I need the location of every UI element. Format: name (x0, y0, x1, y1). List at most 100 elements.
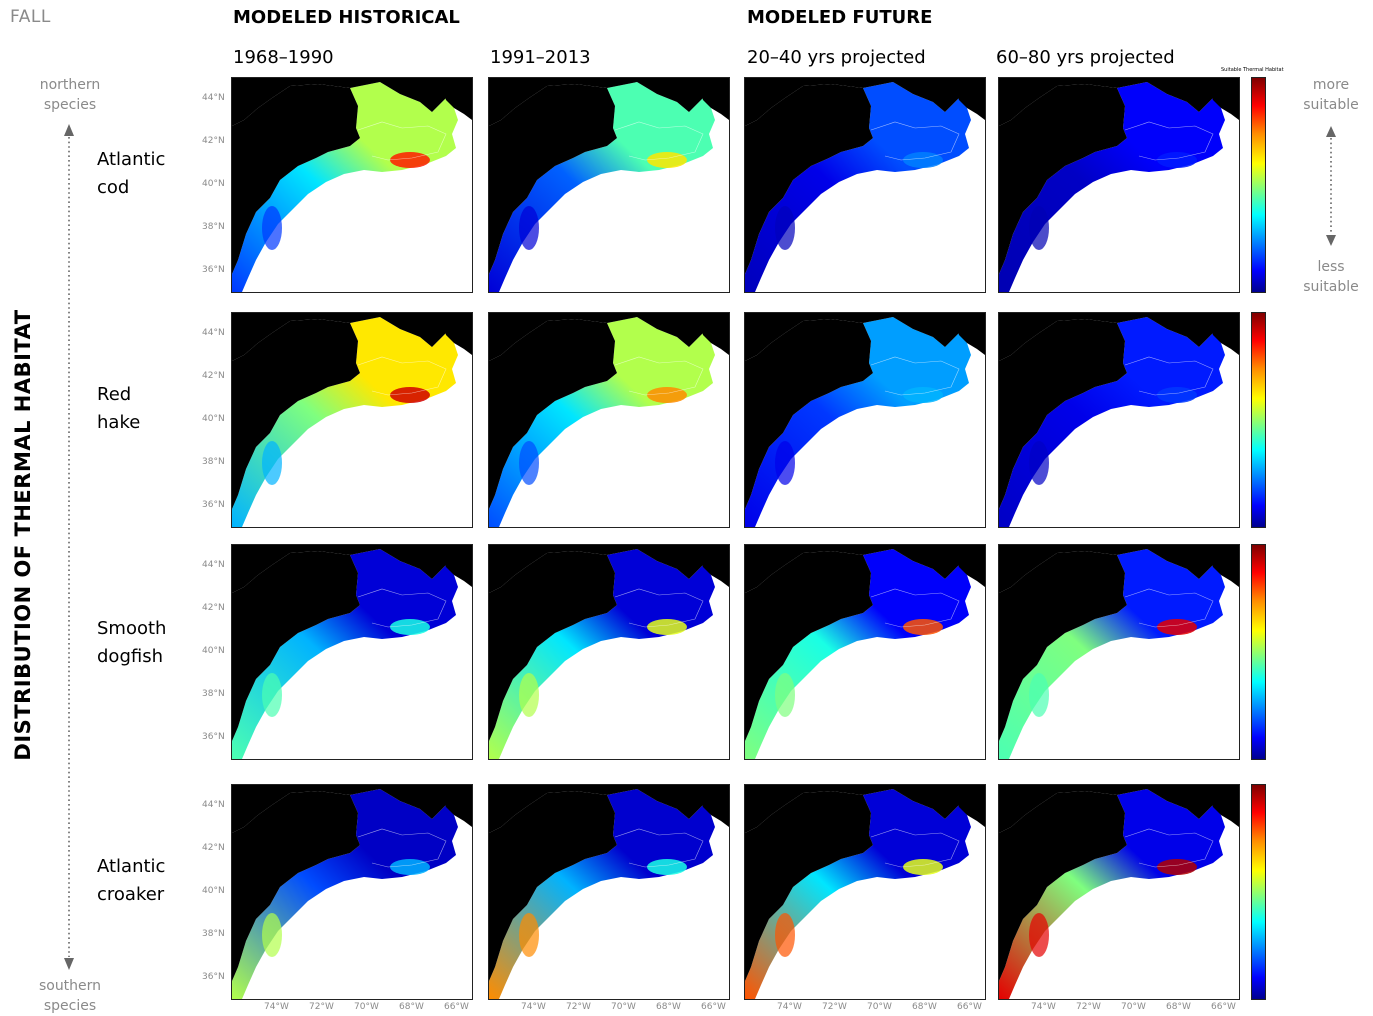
land-mass-nova-scotia (955, 78, 985, 120)
depth-contour (614, 588, 704, 628)
habitat-coastal-band (1029, 913, 1049, 957)
colorbar (1251, 312, 1266, 528)
habitat-shelf-region (489, 549, 715, 759)
habitat-shelf-region (489, 789, 715, 999)
land-mass-north (745, 785, 985, 833)
land-mass-nova-scotia (1209, 313, 1239, 355)
map-panel-atlantic-croaker-4 (998, 784, 1240, 1000)
land-mass-north (489, 78, 729, 126)
depth-contour (357, 588, 447, 628)
lon-tick-label: 66°W (957, 1002, 982, 1012)
lat-tick-label: 44°N (202, 93, 225, 103)
land-mass-north (745, 545, 985, 593)
habitat-coastal-band (519, 441, 539, 485)
suitability-arrow (1326, 126, 1336, 246)
map-panel-red-hake-3 (744, 312, 986, 528)
land-mass-nova-scotia (442, 545, 472, 587)
lon-tick-label: 68°W (1166, 1002, 1191, 1012)
land-mass (232, 791, 360, 981)
habitat-hotspot (1157, 859, 1197, 875)
depth-contour (357, 356, 447, 396)
lon-tick-label: 66°W (1211, 1002, 1236, 1012)
habitat-shelf-region (745, 317, 971, 527)
habitat-map (232, 313, 472, 527)
land-mass-north (489, 313, 729, 361)
period-title-2: 1991–2013 (490, 47, 591, 68)
habitat-map (999, 78, 1239, 292)
depth-contour (614, 356, 704, 396)
land-mass-north (489, 785, 729, 833)
colorbar-title: Suitable Thermal Habitat (1221, 67, 1284, 73)
land-mass (489, 551, 617, 741)
depth-contour (1124, 121, 1214, 161)
lon-tick-label: 74°W (521, 1002, 546, 1012)
land-mass (999, 84, 1127, 274)
habitat-map (232, 545, 472, 759)
habitat-hotspot (390, 152, 430, 168)
land-mass (999, 319, 1127, 509)
map-panel-red-hake-1 (231, 312, 473, 528)
map-panel-atlantic-croaker-2 (488, 784, 730, 1000)
land-mass-north (232, 313, 472, 361)
habitat-coastal-band (262, 913, 282, 957)
lat-tick-label: 44°N (202, 800, 225, 810)
depth-contour (357, 828, 447, 868)
habitat-coastal-band (519, 673, 539, 717)
historical-section-title: MODELED HISTORICAL (233, 7, 460, 28)
lat-tick-label: 38°N (202, 929, 225, 939)
land-mass-nova-scotia (699, 313, 729, 355)
map-panel-smooth-dogfish-4 (998, 544, 1240, 760)
land-mass-north (232, 785, 472, 833)
land-mass-nova-scotia (699, 545, 729, 587)
y-axis-title: DISTRIBUTION OF THERMAL HABITAT (11, 309, 35, 761)
period-title-1: 1968–1990 (233, 47, 334, 68)
map-panel-atlantic-croaker-3 (744, 784, 986, 1000)
land-mass-nova-scotia (955, 545, 985, 587)
habitat-map (489, 313, 729, 527)
map-panel-smooth-dogfish-2 (488, 544, 730, 760)
species-label-smooth-dogfish: Smooth dogfish (97, 618, 167, 667)
lat-tick-label: 40°N (202, 414, 225, 424)
depth-contour (870, 121, 960, 161)
species-label-red-hake: Red hake (97, 384, 141, 433)
lon-tick-label: 72°W (1076, 1002, 1101, 1012)
period-title-3: 20–40 yrs projected (747, 47, 926, 68)
habitat-shelf-region (745, 82, 971, 292)
habitat-hotspot (390, 619, 430, 635)
less-suitable-label: less suitable (1303, 259, 1359, 295)
habitat-shelf-region (999, 317, 1225, 527)
lon-tick-label: 70°W (611, 1002, 636, 1012)
species-label-atlantic-cod: Atlantic cod (97, 149, 166, 198)
habitat-hotspot (647, 619, 687, 635)
northern-species-label: northern species (39, 77, 101, 113)
land-mass-north (999, 545, 1239, 593)
habitat-shelf-region (999, 549, 1225, 759)
land-mass-nova-scotia (442, 78, 472, 120)
habitat-hotspot (1157, 387, 1197, 403)
habitat-hotspot (903, 387, 943, 403)
lat-tick-label: 36°N (202, 732, 225, 742)
map-panel-smooth-dogfish-1 (231, 544, 473, 760)
land-mass (232, 319, 360, 509)
habitat-coastal-band (1029, 206, 1049, 250)
lon-tick-label: 68°W (399, 1002, 424, 1012)
habitat-hotspot (647, 152, 687, 168)
colorbar (1251, 77, 1266, 293)
lat-tick-label: 36°N (202, 972, 225, 982)
lat-tick-label: 44°N (202, 328, 225, 338)
lon-tick-label: 68°W (656, 1002, 681, 1012)
land-mass-north (999, 785, 1239, 833)
map-panel-red-hake-4 (998, 312, 1240, 528)
land-mass (999, 791, 1127, 981)
land-mass-north (999, 313, 1239, 361)
map-panel-red-hake-2 (488, 312, 730, 528)
more-suitable-label: more suitable (1303, 77, 1359, 113)
land-mass (489, 84, 617, 274)
lat-tick-label: 42°N (202, 136, 225, 146)
habitat-coastal-band (1029, 441, 1049, 485)
lat-tick-label: 38°N (202, 457, 225, 467)
habitat-coastal-band (775, 673, 795, 717)
map-panel-smooth-dogfish-3 (744, 544, 986, 760)
habitat-map (999, 785, 1239, 999)
habitat-hotspot (903, 152, 943, 168)
